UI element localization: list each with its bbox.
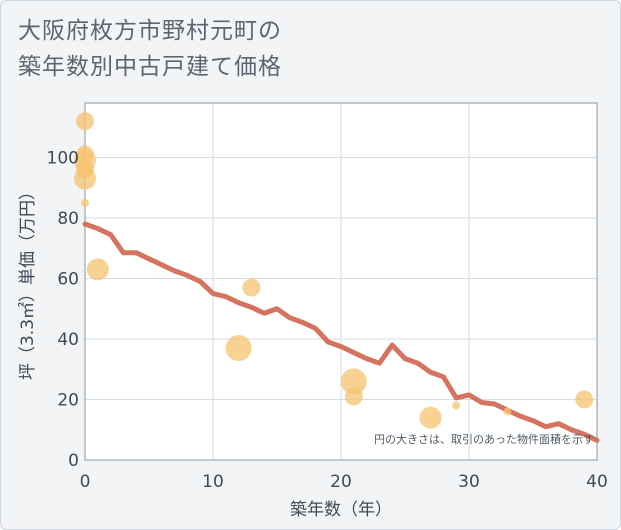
data-point [575,390,594,409]
data-point [242,278,261,297]
y-axis-title: 坪（3.3㎡）単価（万円） [18,183,38,380]
bubble-layer [74,112,594,429]
y-tick-label: 100 [47,148,79,168]
tick-labels: 0 10 20 30 40 0 20 40 60 80 100 [47,148,608,492]
x-tick-label: 20 [330,472,352,492]
x-tick-label: 0 [80,472,91,492]
size-note: 円の大きさは、取引のあった物件面積を示す [374,432,594,446]
chart-title-line-2: 築年数別中古戸建て価格 [18,54,282,80]
data-point [86,258,109,281]
x-axis-title: 築年数（年） [290,500,392,520]
y-tick-label: 0 [68,451,79,471]
data-point [74,167,96,190]
data-point [225,335,252,362]
data-point [81,198,89,207]
plot-border [84,102,598,461]
data-point [340,368,367,395]
x-tick-label: 30 [458,472,480,492]
data-point [452,401,461,410]
trend-line [82,221,600,443]
data-point [419,406,442,429]
gridlines [84,102,598,461]
x-tick-label: 40 [586,472,608,492]
y-tick-label: 80 [57,209,79,229]
y-tick-label: 60 [57,269,79,289]
x-tick-label: 10 [202,472,224,492]
data-point [503,407,512,416]
data-point [344,387,363,406]
chart-title: 大阪府枚方市野村元町の 築年数別中古戸建て価格 [18,13,282,85]
y-tick-label: 40 [57,330,79,350]
data-point [76,112,94,131]
chart-title-line-1: 大阪府枚方市野村元町の [18,18,282,44]
trend-layer [82,221,600,443]
y-tick-label: 20 [57,390,79,410]
